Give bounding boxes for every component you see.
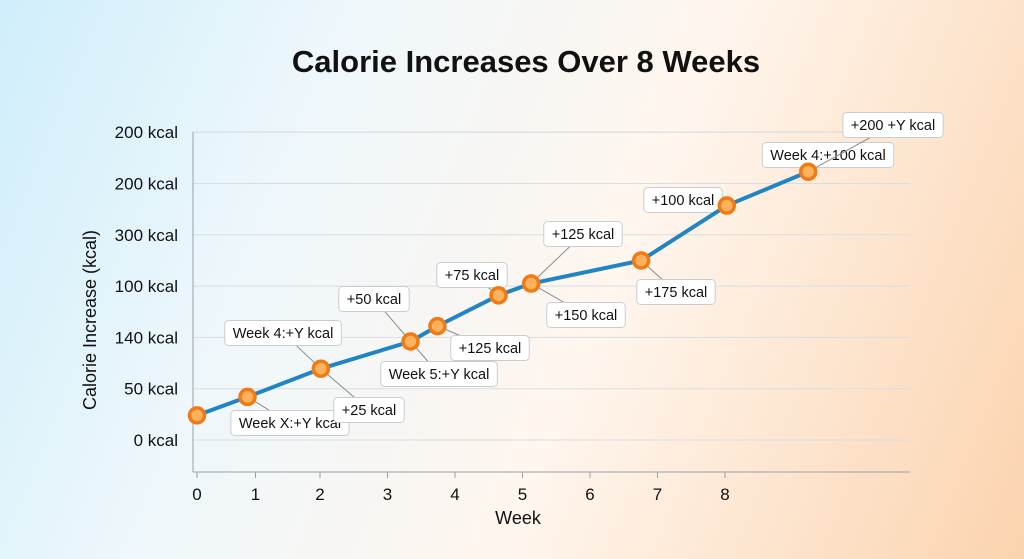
x-tick-label: 1 — [251, 485, 260, 504]
annotation-box — [450, 335, 530, 361]
annotation-label: +50 kcal — [338, 286, 411, 342]
annotation-box — [338, 286, 410, 312]
annotation-label: +200 +Y kcal — [808, 112, 944, 173]
annotation-box — [761, 142, 895, 168]
y-tick-label: 100 kcal — [115, 277, 178, 296]
annotation-label: +175 kcal — [636, 260, 716, 305]
annotation-label: +25 kcal — [320, 368, 405, 423]
annotation-box — [543, 221, 623, 247]
x-tick-label: 4 — [450, 485, 459, 504]
annotation-label: Week 4:+100 kcal — [761, 142, 895, 173]
annotation-box — [224, 320, 342, 346]
annotation-text: +75 kcal — [445, 268, 499, 284]
y-tick-label: 50 kcal — [124, 380, 178, 399]
annotation-box — [842, 112, 944, 138]
annotation-box — [546, 302, 626, 328]
annotation-text: Week 4:+Y kcal — [233, 326, 334, 342]
data-point — [489, 286, 508, 305]
chart-title: Calorie Increases Over 8 Weeks — [292, 44, 760, 79]
annotation-label: +125 kcal — [437, 325, 530, 361]
y-tick-label: 200 kcal — [115, 123, 178, 142]
annotation-label: Week 5:+Y kcal — [380, 341, 498, 387]
x-tick-label: 0 — [192, 485, 201, 504]
x-tick-label: 5 — [518, 485, 527, 504]
data-point — [799, 162, 818, 181]
annotation-label: Week 4:+Y kcal — [224, 320, 342, 370]
x-axis-label: Week — [495, 508, 542, 528]
y-tick-label: 200 kcal — [115, 175, 178, 194]
x-tick-label: 3 — [383, 485, 392, 504]
y-tick-label: 300 kcal — [115, 226, 178, 245]
y-axis-ticks: 0 kcal 50 kcal 140 kcal 100 kcal 300 kcal 200… — [115, 123, 178, 450]
data-point — [187, 406, 207, 425]
annotation-text: +125 kcal — [459, 341, 521, 357]
annotation-label: +150 kcal — [530, 283, 626, 328]
series — [187, 162, 818, 425]
series-line — [195, 169, 811, 418]
x-tick-label: 2 — [315, 485, 324, 504]
y-tick-label: 0 kcal — [134, 431, 178, 450]
annotations: Week X:+Y kcal+25 kcal Week 4:+Y kcal Week… — [224, 112, 944, 436]
annotation-text: +100 kcal — [652, 193, 714, 209]
annotation-box — [333, 397, 405, 423]
annotation-box — [436, 262, 508, 288]
annotation-text: +50 kcal — [347, 292, 401, 308]
data-point — [401, 332, 420, 351]
data-point — [238, 387, 257, 407]
annotation-text: +200 +Y kcal — [851, 118, 935, 134]
x-axis-ticks: 0 1 2 3 4 5 6 7 8 — [192, 472, 730, 504]
annotation-text: Week X:+Y kcal — [239, 416, 341, 432]
annotation-text: Week 4:+100 kcal — [770, 148, 885, 164]
data-point — [631, 251, 651, 270]
annotation-label: +125 kcal — [530, 221, 623, 284]
x-tick-label: 7 — [653, 485, 662, 504]
annotation-text: +125 kcal — [552, 227, 614, 243]
y-tick-label: 140 kcal — [115, 328, 178, 347]
annotation-text: +150 kcal — [555, 308, 617, 324]
x-tick-label: 8 — [720, 485, 729, 504]
annotation-box — [636, 279, 716, 305]
annotation-text: Week 5:+Y kcal — [389, 367, 490, 383]
annotation-label: Week X:+Y kcal — [230, 396, 350, 436]
data-point — [521, 274, 541, 293]
data-point — [717, 196, 736, 215]
annotation-label: +100 kcal — [643, 187, 727, 213]
data-point — [428, 316, 447, 336]
data-point — [311, 359, 331, 378]
annotation-text: +25 kcal — [342, 403, 396, 419]
annotation-label: +75 kcal — [436, 262, 508, 296]
x-tick-label: 6 — [585, 485, 594, 504]
annotation-box — [380, 361, 498, 387]
annotation-text: +175 kcal — [645, 285, 707, 301]
y-axis-label: Calorie Increase (kcal) — [80, 230, 100, 410]
